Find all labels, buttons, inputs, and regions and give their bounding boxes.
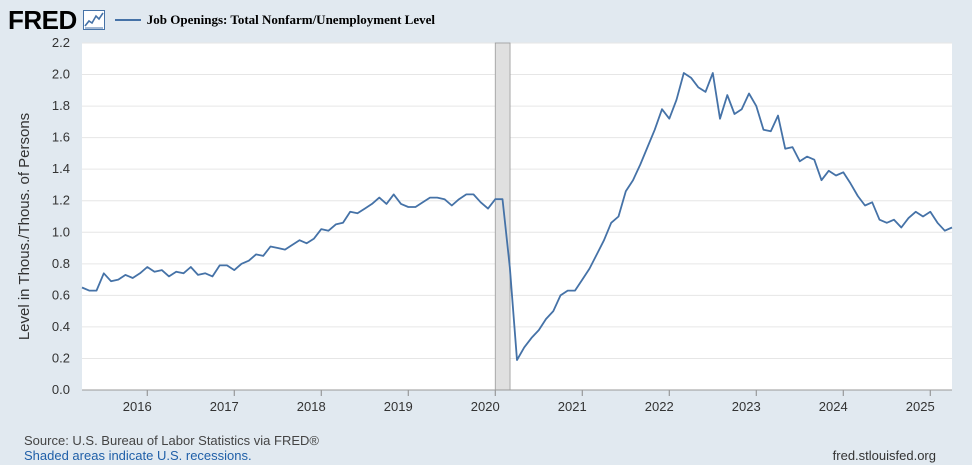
y-axis-ticks: 0.0 0.2 0.4 0.6 0.8 1.0 1.2 1.4 1.6 1.8 2.0 2.2: [52, 35, 70, 397]
y-axis-label: Level in Thous./Thous. of Persons: [16, 113, 33, 340]
series-line[interactable]: [81, 72, 953, 361]
x-axis-ticks: 2016 2017 2018 2019 2020 2021 2022 2023 2024 2025: [123, 390, 935, 414]
x-tick-label: 2024: [819, 399, 848, 414]
y-tick-label: 0.2: [52, 350, 70, 365]
x-tick-label: 2020: [471, 399, 500, 414]
y-tick-label: 2.0: [52, 67, 70, 82]
x-tick-label: 2023: [732, 399, 761, 414]
y-tick-label: 1.0: [52, 224, 70, 239]
footer-notes: Source: U.S. Bureau of Labor Statistics …: [24, 433, 319, 463]
x-tick-label: 2016: [123, 399, 152, 414]
y-tick-label: 2.2: [52, 35, 70, 50]
x-tick-label: 2018: [297, 399, 326, 414]
y-tick-label: 1.2: [52, 193, 70, 208]
chart-header: FRED Job Openings: Total Nonfarm/Unemplo…: [8, 4, 435, 36]
site-url[interactable]: fred.stlouisfed.org: [832, 448, 936, 463]
y-tick-label: 0.0: [52, 382, 70, 397]
source-text: Source: U.S. Bureau of Labor Statistics …: [24, 433, 319, 448]
chart-line-icon: [82, 10, 105, 30]
x-tick-label: 2017: [210, 399, 239, 414]
x-tick-label: 2025: [906, 399, 935, 414]
grid-lines: [82, 42, 952, 359]
recession-band: [494, 42, 511, 391]
y-tick-label: 1.4: [52, 161, 70, 176]
x-tick-label: 2022: [645, 399, 674, 414]
legend-series-label: Job Openings: Total Nonfarm/Unemployment…: [146, 12, 435, 27]
y-tick-label: 0.4: [52, 319, 70, 334]
recession-shading: [494, 42, 511, 391]
y-tick-label: 1.8: [52, 98, 70, 113]
x-tick-label: 2021: [558, 399, 587, 414]
plot-area: [82, 43, 952, 390]
legend[interactable]: Job Openings: Total Nonfarm/Unemployment…: [114, 12, 435, 28]
x-tick-label: 2019: [384, 399, 413, 414]
y-tick-label: 0.8: [52, 256, 70, 271]
y-tick-label: 0.6: [52, 287, 70, 302]
legend-swatch: [114, 19, 141, 21]
y-tick-label: 1.6: [52, 130, 70, 145]
fred-logo[interactable]: FRED: [8, 4, 77, 35]
recession-note-link[interactable]: Shaded areas indicate U.S. recessions.: [24, 448, 252, 463]
